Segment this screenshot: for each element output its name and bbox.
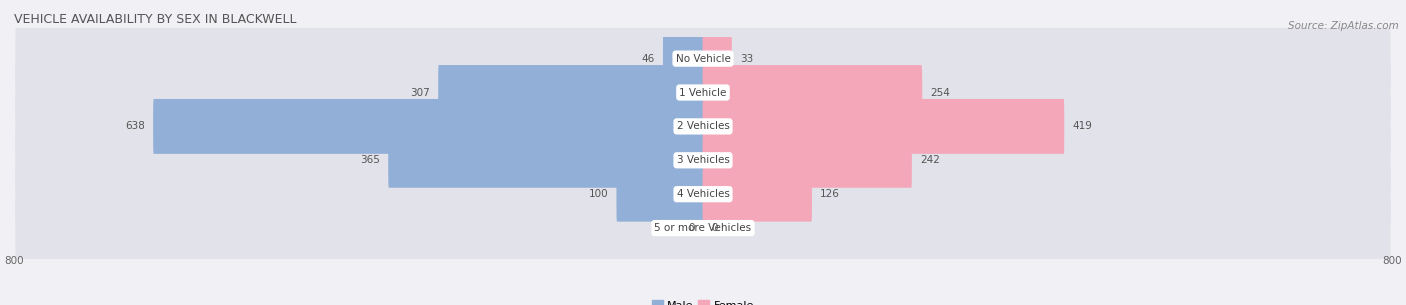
FancyBboxPatch shape: [439, 65, 703, 120]
FancyBboxPatch shape: [703, 99, 1064, 154]
FancyBboxPatch shape: [616, 167, 703, 222]
Text: 5 or more Vehicles: 5 or more Vehicles: [654, 223, 752, 233]
FancyBboxPatch shape: [703, 31, 733, 86]
Text: 419: 419: [1073, 121, 1092, 131]
FancyBboxPatch shape: [15, 163, 1391, 225]
Text: 0: 0: [711, 223, 718, 233]
FancyBboxPatch shape: [15, 197, 1391, 259]
Text: 33: 33: [740, 54, 754, 64]
Text: 4 Vehicles: 4 Vehicles: [676, 189, 730, 199]
FancyBboxPatch shape: [703, 133, 912, 188]
Legend: Male, Female: Male, Female: [650, 298, 756, 305]
Text: 46: 46: [641, 54, 655, 64]
FancyBboxPatch shape: [15, 129, 1391, 191]
Text: 126: 126: [820, 189, 839, 199]
Text: 638: 638: [125, 121, 145, 131]
Text: 3 Vehicles: 3 Vehicles: [676, 155, 730, 165]
Text: Source: ZipAtlas.com: Source: ZipAtlas.com: [1288, 21, 1399, 31]
Text: 242: 242: [920, 155, 939, 165]
Text: 254: 254: [931, 88, 950, 98]
Text: 2 Vehicles: 2 Vehicles: [676, 121, 730, 131]
FancyBboxPatch shape: [153, 99, 703, 154]
Text: No Vehicle: No Vehicle: [675, 54, 731, 64]
FancyBboxPatch shape: [664, 31, 703, 86]
FancyBboxPatch shape: [15, 62, 1391, 123]
FancyBboxPatch shape: [703, 65, 922, 120]
Text: VEHICLE AVAILABILITY BY SEX IN BLACKWELL: VEHICLE AVAILABILITY BY SEX IN BLACKWELL: [14, 13, 297, 26]
Text: 1 Vehicle: 1 Vehicle: [679, 88, 727, 98]
Text: 100: 100: [589, 189, 609, 199]
Text: 365: 365: [360, 155, 380, 165]
Text: 0: 0: [688, 223, 695, 233]
FancyBboxPatch shape: [388, 133, 703, 188]
FancyBboxPatch shape: [703, 167, 811, 222]
FancyBboxPatch shape: [15, 28, 1391, 89]
Text: 307: 307: [411, 88, 430, 98]
FancyBboxPatch shape: [15, 95, 1391, 157]
